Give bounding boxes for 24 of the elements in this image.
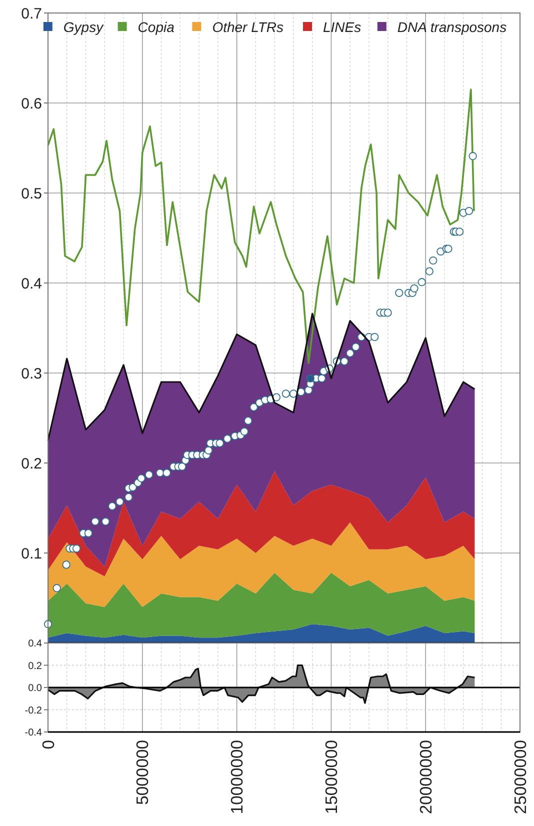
x-tick-label: 5000000 (133, 740, 152, 805)
y-tick-label: 0.5 (21, 185, 42, 202)
y-tick-label: 0.0 (28, 683, 42, 694)
x-tick-label: 0 (38, 740, 58, 750)
y-tick-label: 0.2 (21, 455, 42, 472)
y-tick-label: -0.4 (24, 728, 42, 738)
y-tick-label: 0.4 (28, 638, 42, 650)
y-tick-label: 0.3 (21, 365, 42, 382)
legend-label: LINEs (323, 18, 362, 35)
x-tick-label: 20000000 (416, 740, 436, 814)
legend-label: Gypsy (63, 18, 104, 35)
y-tick-label: -0.2 (24, 705, 42, 716)
y-tick-label: 0.6 (21, 95, 42, 112)
y-tick-label: 0.1 (21, 545, 42, 562)
y-tick-label: 0.4 (21, 275, 42, 292)
legend-label: DNA transposons (397, 18, 507, 35)
x-tick-label: 10000000 (228, 740, 247, 814)
y-tick-label: 0.7 (21, 5, 42, 22)
x-tick-label: 15000000 (322, 740, 342, 814)
y-tick-label: 0.2 (28, 660, 42, 672)
legend-label: Other LTRs (212, 18, 284, 35)
line-series (47, 88, 475, 364)
legend-label: Copia (138, 18, 175, 35)
x-tick-label: 25000000 (510, 740, 530, 814)
